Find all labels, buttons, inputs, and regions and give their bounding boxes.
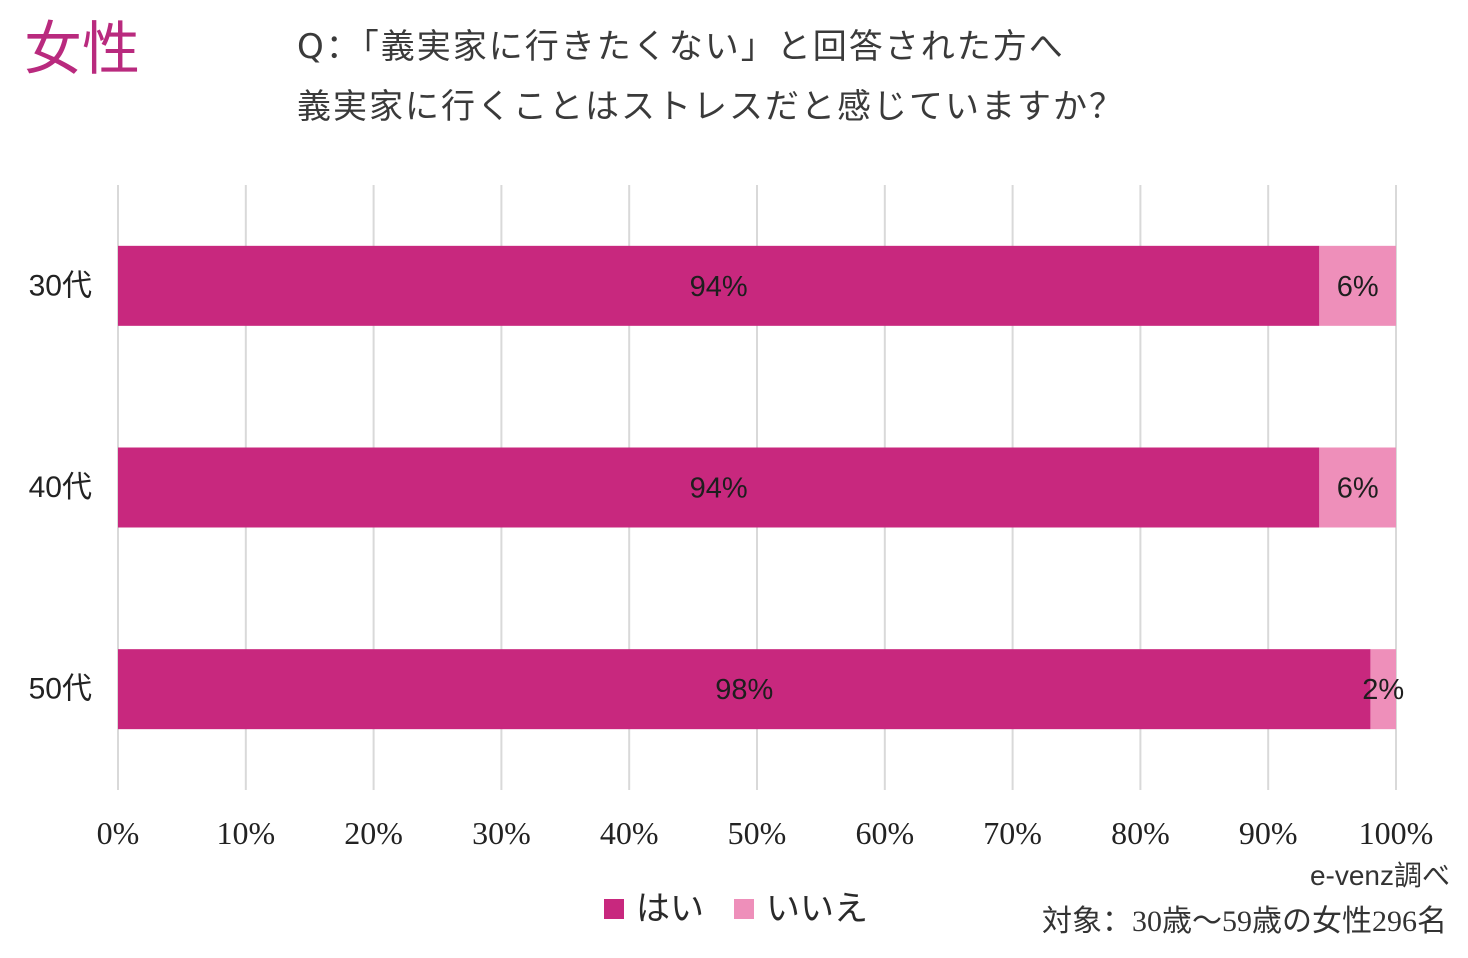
legend-item: いいえ (734, 886, 868, 932)
y-category-label: 40代 (29, 471, 92, 504)
x-tick-label: 80% (1111, 815, 1170, 851)
data-label: 98% (715, 674, 773, 706)
x-tick-label: 10% (216, 815, 275, 851)
y-category-label: 30代 (29, 269, 92, 302)
chart-title-line-2: 義実家に行くことはストレスだと感じていますか？ (297, 87, 1125, 127)
segment-label: 女性 (24, 15, 141, 83)
x-tick-label: 50% (728, 815, 787, 851)
x-tick-label: 90% (1239, 815, 1298, 851)
bar-segment-series-1-row-1 (118, 245, 1320, 326)
bars (118, 245, 1396, 730)
x-tick-label: 30% (472, 815, 531, 851)
data-label: 2% (1362, 674, 1404, 706)
source-note: e-venz調べ (1309, 860, 1450, 891)
y-category-label: 50代 (29, 673, 92, 706)
sample-note: 対象：30歳〜59歳の女性296名 (1042, 905, 1447, 938)
data-label: 6% (1337, 271, 1379, 303)
chart-title-line-1: Q：「義実家に行きたくない」と回答された方へ (297, 27, 1065, 67)
chart-labels: 0% 10% 20% 30% 40% 50% 60% 70% 80% 90% 100% 30代 94% 6… (29, 269, 1434, 851)
legend-label: はい (636, 889, 704, 929)
data-label: 94% (690, 473, 748, 505)
bar-segment-series-1-row-3 (118, 649, 1371, 730)
bar-segment-series-2-row-3 (1370, 649, 1396, 730)
data-label: 6% (1337, 473, 1379, 505)
legend-swatch (604, 899, 624, 919)
legend-item: はい (604, 886, 704, 932)
legend-swatch (734, 899, 754, 919)
x-tick-label: 100% (1359, 815, 1434, 851)
x-tick-label: 40% (600, 815, 659, 851)
x-tick-label: 20% (344, 815, 403, 851)
x-tick-label: 0% (97, 815, 140, 851)
bar-segment-series-1-row-2 (118, 447, 1320, 528)
x-tick-label: 70% (983, 815, 1042, 851)
bar-segment-series-2-row-2 (1319, 447, 1396, 528)
x-tick-label: 60% (855, 815, 914, 851)
bar-segment-series-2-row-1 (1319, 245, 1396, 326)
data-label: 94% (690, 271, 748, 303)
legend-label: いいえ (766, 889, 868, 929)
chart-legend: はい いいえ (604, 886, 898, 932)
